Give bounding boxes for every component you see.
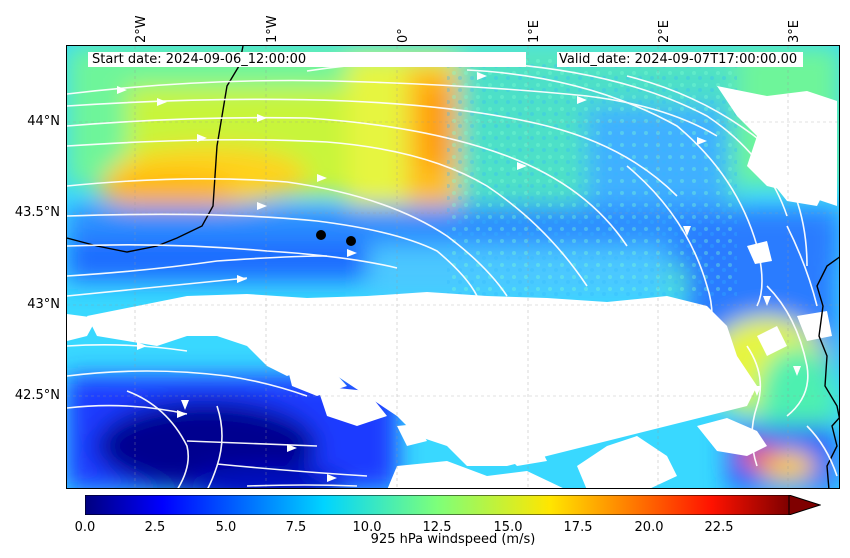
terrain-mask [67,86,837,488]
colorbar-tick-0: 0.0 [74,520,96,535]
lat-label-43n: 43°N [27,297,60,312]
colorbar-tick-12-5: 12.5 [422,520,452,535]
colorbar-tick-17-5: 17.5 [563,520,593,535]
site-marker-1 [316,230,326,240]
colorbar-tick-5: 5.0 [215,520,237,535]
colorbar-tick-20: 20.0 [634,520,664,535]
lon-label-1e: 1°E [527,20,542,43]
lat-label-43-5n: 43.5°N [14,205,60,220]
wind-map-canvas [67,46,839,488]
lon-label-3e: 3°E [787,20,802,43]
lat-label-44n: 44°N [27,114,60,129]
lat-label-42-5n: 42.5°N [14,388,60,403]
start-date-text: Start date: 2024-09-06_12:00:00 [88,52,527,67]
colorbar-label: 925 hPa windspeed (m/s) [370,532,536,547]
streamline-arrows [117,72,801,482]
lon-label-1w: 1°W [265,15,280,43]
wind-map [66,45,840,489]
colorbar [85,495,821,515]
colorbar-tick-22-5: 22.5 [704,520,734,535]
site-marker-2 [346,236,356,246]
coastline [67,46,839,488]
colorbar-tick-15: 15.0 [493,520,523,535]
lon-label-2w: 2°W [134,15,149,43]
windspeed-field [67,46,839,488]
colorbar-tick-2-5: 2.5 [144,520,166,535]
streamlines [67,60,838,488]
site-markers [316,230,356,246]
lon-label-2e: 2°E [657,20,672,43]
colorbar-tick-7-5: 7.5 [285,520,307,535]
colorbar-tick-10: 10.0 [352,520,382,535]
lon-label-0: 0° [396,28,411,43]
valid-date-text: Valid_date: 2024-09-07T17:00:00.00 [557,52,804,67]
